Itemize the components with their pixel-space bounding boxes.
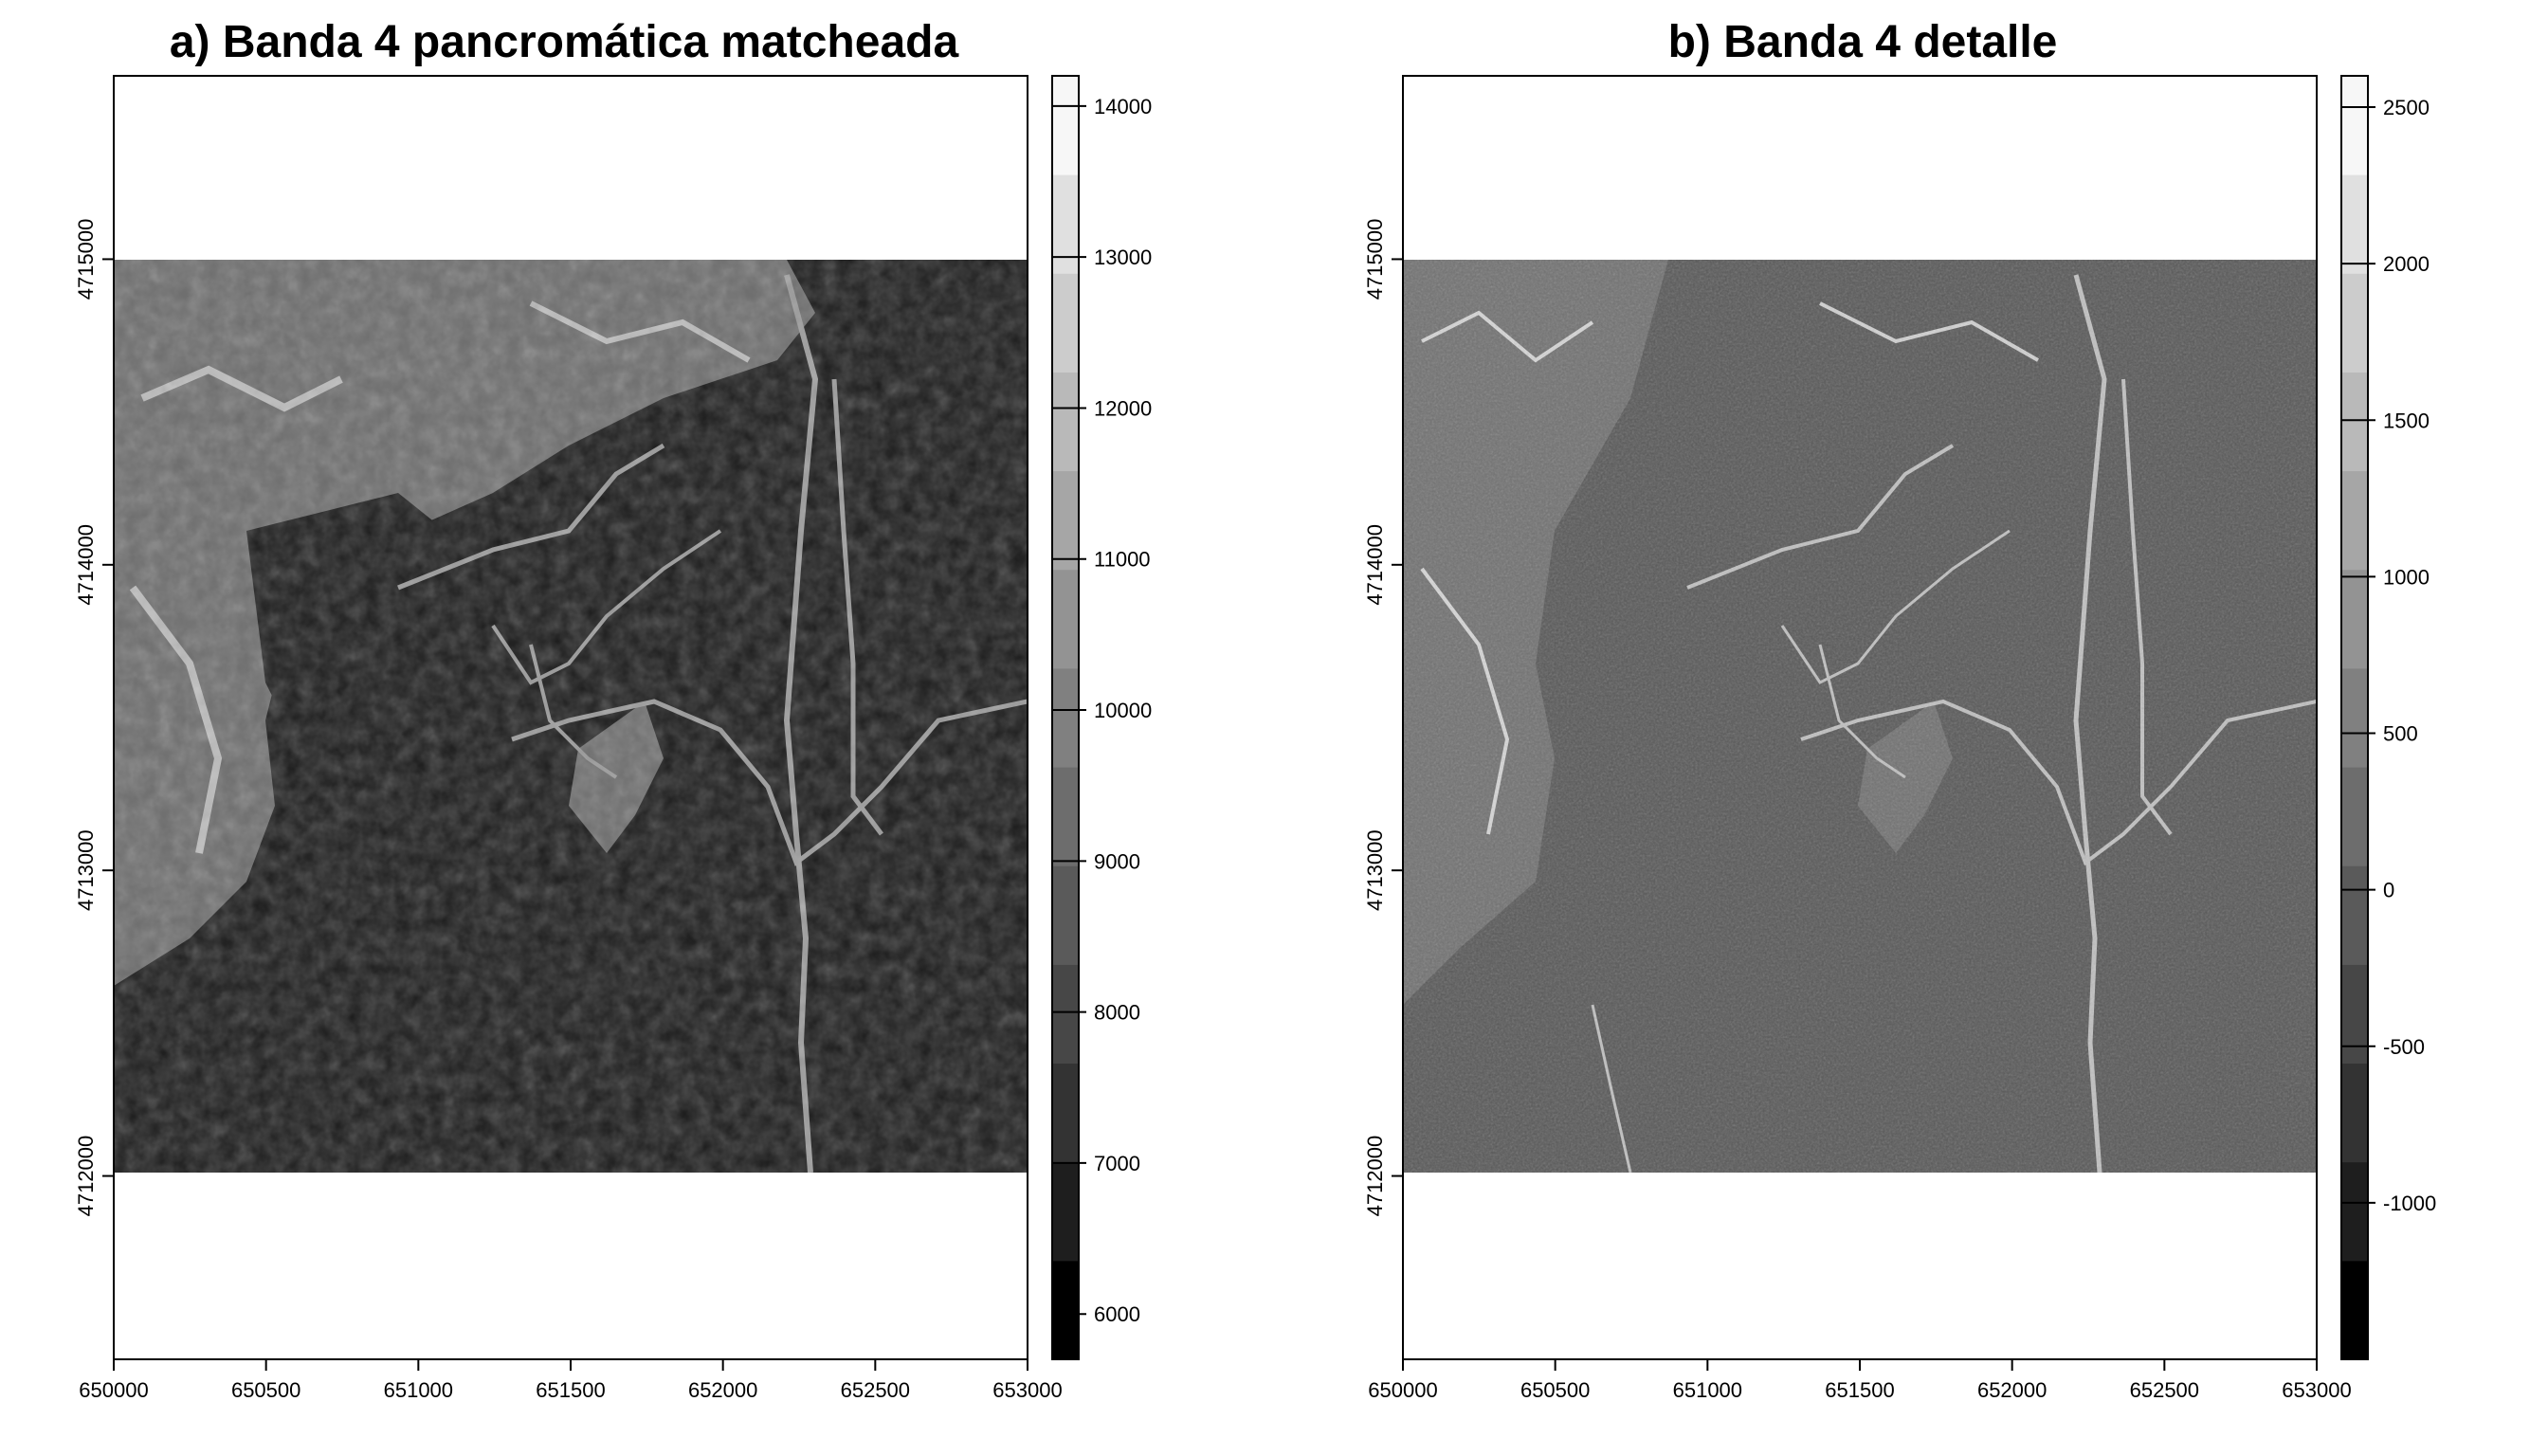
panel-b-x-axis: 650000 650500 651000 651500 652000 652500 6530… xyxy=(1368,1359,2352,1402)
panel-b-x-tick-label: 653000 xyxy=(2282,1378,2351,1402)
panel-b-colorbar-segment xyxy=(2341,76,2368,175)
panel-a-colorbar-segment xyxy=(1052,865,1079,965)
panel-b-y-tick-label: 4714000 xyxy=(1363,524,1387,606)
panel-a-colorbar-label: 7000 xyxy=(1094,1152,1140,1175)
panel-b-colorbar-segment xyxy=(2341,470,2368,571)
panel-a-colorbar-label: 12000 xyxy=(1094,396,1152,420)
panel-b-colorbar-label: 2000 xyxy=(2383,252,2430,276)
panel-a-colorbar-segment xyxy=(1052,667,1079,768)
panel-a-colorbar-segment xyxy=(1052,273,1079,373)
panel-b-colorbar-frame xyxy=(2340,75,2369,1360)
panel-a-y-axis: 4712000 4713000 4714000 4715000 xyxy=(74,219,114,1217)
panel-b-x-tick-label: 651500 xyxy=(1825,1378,1894,1402)
panel-b-colorbar-label: 1500 xyxy=(2383,409,2430,432)
panel-b-colorbar-label: -1000 xyxy=(2383,1192,2436,1215)
panel-b-colorbar-segment xyxy=(2341,569,2368,669)
panel-a-colorbar-segment xyxy=(1052,1063,1079,1163)
panel-b-colorbar-segment xyxy=(2341,174,2368,274)
panel-a-colorbar-segment xyxy=(1052,174,1079,274)
panel-a-x-tick-label: 650500 xyxy=(231,1378,300,1402)
panel-a-colorbar-segment xyxy=(1052,569,1079,669)
panel-b-colorbar-segment xyxy=(2341,767,2368,866)
panel-a-colorbar-label: 10000 xyxy=(1094,699,1152,722)
panel-b: b) Banda 4 detalle 650000 650500 651000 651… xyxy=(1363,17,2436,1402)
panel-b-colorbar-segment xyxy=(2341,1260,2368,1360)
panel-a-colorbar-segment xyxy=(1052,964,1079,1065)
panel-a-y-tick-label: 4714000 xyxy=(74,524,98,606)
panel-a-colorbar-label: 8000 xyxy=(1094,1001,1140,1025)
panel-b-colorbar-segment xyxy=(2341,865,2368,965)
panel-b-y-tick-label: 4713000 xyxy=(1363,829,1387,911)
panel-b-y-tick-label: 4712000 xyxy=(1363,1136,1387,1217)
panel-a-x-tick-label: 651500 xyxy=(536,1378,605,1402)
panel-b-x-tick-label: 650500 xyxy=(1520,1378,1590,1402)
panel-b-x-tick-label: 650000 xyxy=(1368,1378,1437,1402)
panel-a-colorbar-segment xyxy=(1052,470,1079,571)
panel-b-x-tick-label: 651000 xyxy=(1673,1378,1742,1402)
panel-a-y-tick-label: 4713000 xyxy=(74,829,98,911)
panel-a-colorbar-label: 9000 xyxy=(1094,849,1140,873)
panel-b-title: b) Banda 4 detalle xyxy=(1668,17,2058,67)
panel-a-x-tick-label: 650000 xyxy=(79,1378,148,1402)
panel-b-y-tick-label: 4715000 xyxy=(1363,219,1387,300)
panel-b-colorbar-segment xyxy=(2341,964,2368,1065)
panel-a-colorbar-segment xyxy=(1052,76,1079,175)
panel-b-raster xyxy=(1403,260,2317,1173)
panel-a-colorbar-segment xyxy=(1052,1161,1079,1262)
panel-b-x-tick-label: 652500 xyxy=(2130,1378,2199,1402)
panel-a-x-tick-label: 652500 xyxy=(841,1378,910,1402)
panel-b-colorbar-label: 500 xyxy=(2383,722,2418,746)
panel-b-colorbar-segment xyxy=(2341,667,2368,768)
panel-a-y-tick-label: 4715000 xyxy=(74,219,98,300)
panel-a-x-tick-label: 652000 xyxy=(688,1378,757,1402)
panel-b-grain xyxy=(1403,260,2317,1173)
panel-b-colorbar-label: 1000 xyxy=(2383,565,2430,589)
panel-a-colorbar-frame xyxy=(1051,75,1080,1360)
panel-a-colorbar-segment xyxy=(1052,1260,1079,1360)
panel-b-colorbar-label: 2500 xyxy=(2383,96,2430,119)
panel-a-grain xyxy=(114,260,1028,1173)
panel-b-x-tick-label: 652000 xyxy=(1977,1378,2047,1402)
panel-a-x-tick-label: 653000 xyxy=(992,1378,1062,1402)
panel-b-colorbar-segment xyxy=(2341,1063,2368,1163)
panel-a-raster xyxy=(114,260,1028,1173)
panel-a-colorbar-segment xyxy=(1052,372,1079,472)
panel-b-colorbar-label: 0 xyxy=(2383,879,2394,902)
panel-b-colorbar-label: -500 xyxy=(2383,1035,2425,1059)
panel-a-x-axis: 650000 650500 651000 651500 652000 652500 6530… xyxy=(79,1359,1063,1402)
panel-a-colorbar-label: 6000 xyxy=(1094,1302,1140,1326)
panel-a-x-tick-label: 651000 xyxy=(384,1378,453,1402)
panel-b-colorbar: -1000 -500 0 500 1000 1500 2000 2500 xyxy=(2340,75,2436,1360)
panel-b-colorbar-segment xyxy=(2341,273,2368,373)
panel-a-colorbar: 6000 7000 8000 9000 10000 11000 12000 13000 1400… xyxy=(1051,75,1152,1360)
panel-a-title: a) Banda 4 pancromática matcheada xyxy=(170,17,959,67)
panel-a-colorbar-segment xyxy=(1052,767,1079,866)
panel-a-colorbar-label: 11000 xyxy=(1094,548,1151,572)
panel-a-colorbar-label: 13000 xyxy=(1094,246,1152,269)
panel-b-colorbar-segment xyxy=(2341,1161,2368,1262)
panel-b-y-axis: 4712000 4713000 4714000 4715000 xyxy=(1363,219,1403,1217)
panel-a: a) Banda 4 pancromática matcheada 650000… xyxy=(74,17,1152,1402)
panel-a-colorbar-label: 14000 xyxy=(1094,95,1152,118)
panel-a-y-tick-label: 4712000 xyxy=(74,1136,98,1217)
panel-b-colorbar-segment xyxy=(2341,372,2368,472)
